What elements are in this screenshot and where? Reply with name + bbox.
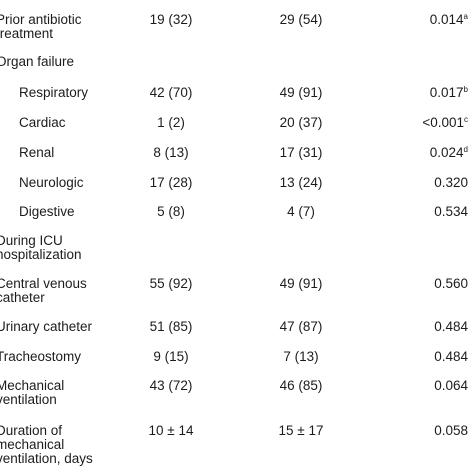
p-value: 0.014a xyxy=(429,12,468,27)
group1-value: 1 (2) xyxy=(157,115,185,130)
group2-value: 7 (13) xyxy=(283,349,319,364)
group2-value: 4 (7) xyxy=(287,204,315,219)
row-label: Central venous catheter xyxy=(0,276,87,305)
group1-value: 17 (28) xyxy=(149,175,193,190)
row-label: Urinary catheter xyxy=(0,319,93,334)
section-heading: Organ failure xyxy=(0,54,75,69)
p-value: 0.058 xyxy=(434,423,468,438)
row-label: Prior antibiotic treatment xyxy=(0,12,82,41)
group1-value: 42 (70) xyxy=(149,85,193,100)
row-label: Cardiac xyxy=(19,115,66,130)
section-heading: During ICU hospitalization xyxy=(0,233,82,262)
group2-value: 49 (91) xyxy=(279,276,323,291)
footnote-marker: d xyxy=(463,145,468,154)
group2-value: 46 (85) xyxy=(279,378,323,393)
p-value: 0.484 xyxy=(434,319,468,334)
group2-value: 20 (37) xyxy=(279,115,323,130)
group2-value: 29 (54) xyxy=(279,12,323,27)
footnote-marker: b xyxy=(463,85,468,94)
footnote-marker: c xyxy=(464,115,468,124)
p-value: 0.017b xyxy=(429,85,468,100)
group2-value: 13 (24) xyxy=(279,175,323,190)
p-value: 0.560 xyxy=(434,276,468,291)
group1-value: 8 (13) xyxy=(153,145,189,160)
row-label: Tracheostomy xyxy=(0,349,82,364)
row-label: Neurologic xyxy=(19,175,84,190)
group1-value: 5 (8) xyxy=(157,204,185,219)
p-value: 0.024d xyxy=(429,145,468,160)
group1-value: 19 (32) xyxy=(149,12,193,27)
p-value: 0.484 xyxy=(434,349,468,364)
group2-value: 49 (91) xyxy=(279,85,323,100)
p-value: 0.320 xyxy=(434,175,468,190)
row-label: Renal xyxy=(19,145,55,160)
row-label: Respiratory xyxy=(19,85,89,100)
group2-value: 17 (31) xyxy=(279,145,323,160)
p-value: 0.064 xyxy=(434,378,468,393)
row-label: Digestive xyxy=(19,204,75,219)
row-label: Mechanical ventilation xyxy=(0,378,65,407)
group1-value: 9 (15) xyxy=(153,349,189,364)
footnote-marker: a xyxy=(463,12,468,21)
group1-value: 55 (92) xyxy=(149,276,193,291)
group1-value: 43 (72) xyxy=(149,378,193,393)
group2-value: 15 ± 17 xyxy=(278,423,324,438)
p-value: 0.534 xyxy=(434,204,468,219)
row-label: Duration of mechanical ventilation, days xyxy=(0,423,93,466)
group2-value: 47 (87) xyxy=(279,319,323,334)
group1-value: 51 (85) xyxy=(149,319,193,334)
group1-value: 10 ± 14 xyxy=(148,423,194,438)
p-value: <0.001c xyxy=(422,115,468,130)
